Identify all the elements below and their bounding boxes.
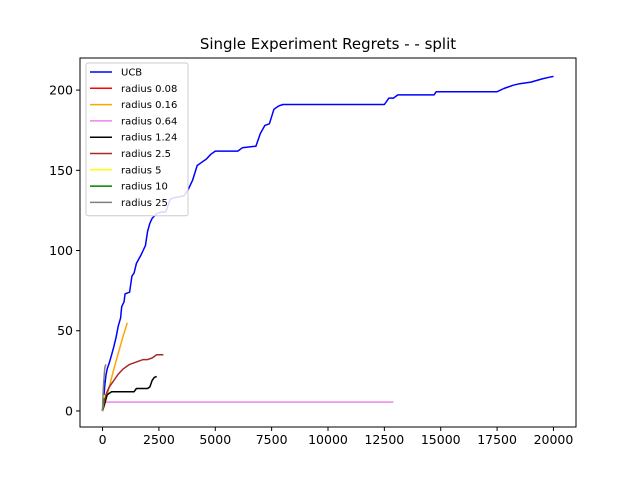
x-tick-label-0: 0 [99, 432, 107, 447]
plot-title: Single Experiment Regrets - - split [200, 35, 456, 53]
legend-label-7: radius 10 [121, 182, 168, 193]
y-tick-label-3: 150 [49, 163, 73, 178]
x-tick-label-2: 5000 [199, 432, 231, 447]
chart-title: Single Experiment Regrets - - split [200, 35, 456, 53]
series-line-8 [101, 364, 107, 412]
x-tick-label-1: 2500 [143, 432, 175, 447]
x-tick-label-8: 20000 [534, 432, 574, 447]
y-tick-label-0: 0 [65, 403, 73, 418]
series-line-0 [101, 75, 554, 412]
legend-label-3: radius 0.64 [121, 116, 177, 127]
y-tick-label-4: 200 [49, 83, 73, 98]
x-tick-label-3: 7500 [256, 432, 288, 447]
legend-label-5: radius 2.5 [121, 149, 171, 160]
legend: UCB radius 0.08 radius 0.16 radius 0.64 radi… [85, 62, 189, 217]
x-tick-label-5: 12500 [364, 432, 404, 447]
series-line-5 [101, 354, 164, 412]
y-axis: 0 50 100 150 200 [49, 83, 80, 418]
legend-label-8: radius 25 [121, 198, 168, 209]
y-tick-label-2: 100 [49, 243, 73, 258]
legend-label-0: UCB [121, 68, 142, 79]
series-layer [101, 75, 554, 412]
series-line-3 [101, 401, 394, 412]
x-tick-label-6: 15000 [421, 432, 461, 447]
legend-label-1: radius 0.08 [121, 84, 177, 95]
x-axis: 0 2500 5000 7500 10000 12500 15000 17500 20000 [99, 427, 574, 447]
x-tick-label-7: 17500 [477, 432, 517, 447]
legend-label-6: radius 5 [121, 165, 161, 176]
legend-label-4: radius 1.24 [121, 133, 177, 144]
x-tick-label-4: 10000 [308, 432, 348, 447]
legend-box [85, 62, 189, 217]
y-tick-label-1: 50 [57, 323, 73, 338]
legend-label-2: radius 0.16 [121, 100, 177, 111]
series-line-4 [101, 375, 157, 412]
